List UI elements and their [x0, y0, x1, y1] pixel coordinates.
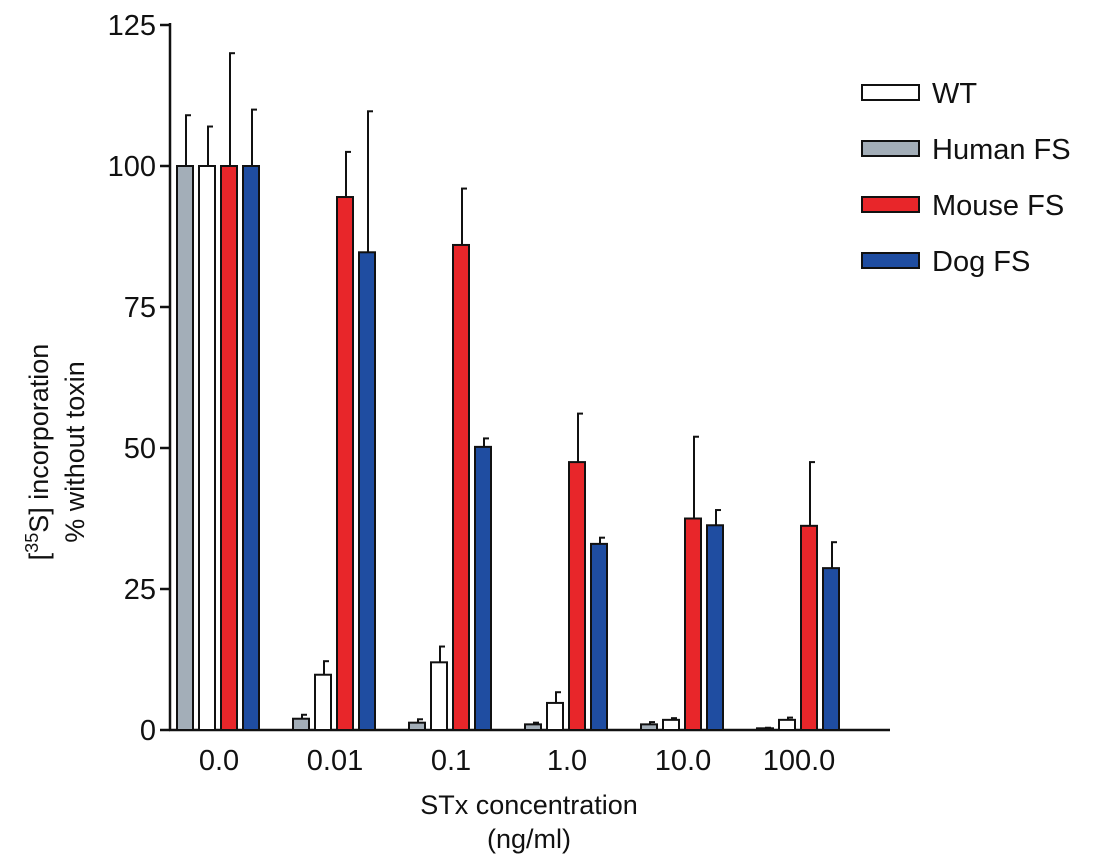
bar-human-fs-0.1: [408, 721, 426, 732]
x-tick-label: 1.0: [547, 745, 587, 777]
legend-label-wt: WT: [932, 78, 977, 110]
x-axis-title-line2: (ng/ml): [487, 824, 571, 854]
x-tick-labels: 0.0 0.01 0.1 1.0 10.0 100.0: [199, 745, 835, 777]
legend-swatch-human-fs: [861, 140, 920, 157]
y-tick-labels: 0 25 50 75 100 125: [108, 10, 156, 747]
x-tick-label: 0.0: [199, 745, 239, 777]
error-bars-group: [185, 52, 837, 729]
axes: [160, 23, 890, 732]
legend-label-mouse-fs: Mouse FS: [932, 190, 1064, 222]
bar-dog-fs-10.0: [706, 524, 724, 731]
x-axis-title-line1: STx concentration: [420, 790, 638, 820]
bars-group: [176, 165, 840, 732]
bar-mouse-fs-100.0: [800, 524, 818, 731]
legend: WT Human FS Mouse FS Dog FS: [861, 78, 1071, 278]
y-tick-label: 25: [124, 574, 156, 606]
bar-human-fs-0.0: [176, 165, 194, 731]
y-axis-title-line2: % without toxin: [60, 361, 90, 543]
legend-swatch-wt: [861, 84, 920, 101]
bar-dog-fs-1.0: [590, 542, 608, 731]
bar-wt-0.1: [430, 661, 448, 732]
bar-mouse-fs-0.0: [220, 165, 238, 731]
bar-dog-fs-100.0: [822, 567, 840, 732]
y-tick-label: 125: [108, 10, 156, 42]
bar-human-fs-1.0: [524, 723, 542, 731]
y-axis-title-line1: [35S] incorporation: [22, 344, 54, 561]
bar-mouse-fs-10.0: [684, 517, 702, 731]
x-tick-label: 100.0: [763, 745, 836, 777]
x-tick-label: 0.01: [307, 745, 363, 777]
bar-wt-0.01: [314, 673, 332, 732]
legend-label-human-fs: Human FS: [932, 134, 1071, 166]
legend-swatch-dog-fs: [861, 252, 920, 269]
y-tick-label: 75: [124, 292, 156, 324]
bar-human-fs-0.01: [292, 717, 310, 731]
bar-mouse-fs-1.0: [568, 461, 586, 731]
bar-mouse-fs-0.1: [452, 243, 470, 732]
legend-label-dog-fs: Dog FS: [932, 246, 1030, 278]
bar-human-fs-10.0: [640, 723, 658, 731]
x-tick-label: 10.0: [655, 745, 711, 777]
legend-swatch-mouse-fs: [861, 196, 920, 213]
y-tick-label: 50: [124, 433, 156, 465]
bar-wt-1.0: [546, 701, 564, 731]
bar-wt-0.0: [198, 165, 216, 731]
bar-wt-100.0: [778, 718, 796, 732]
bar-dog-fs-0.0: [242, 165, 260, 731]
bar-dog-fs-0.01: [358, 251, 376, 732]
bar-wt-10.0: [662, 718, 680, 732]
y-axis-title: [35S] incorporation % without toxin: [22, 344, 90, 561]
y-tick-label: 0: [140, 715, 156, 747]
x-tick-label: 0.1: [431, 745, 471, 777]
bar-dog-fs-0.1: [474, 445, 492, 731]
y-tick-label: 100: [108, 151, 156, 183]
bar-mouse-fs-0.01: [336, 196, 354, 731]
